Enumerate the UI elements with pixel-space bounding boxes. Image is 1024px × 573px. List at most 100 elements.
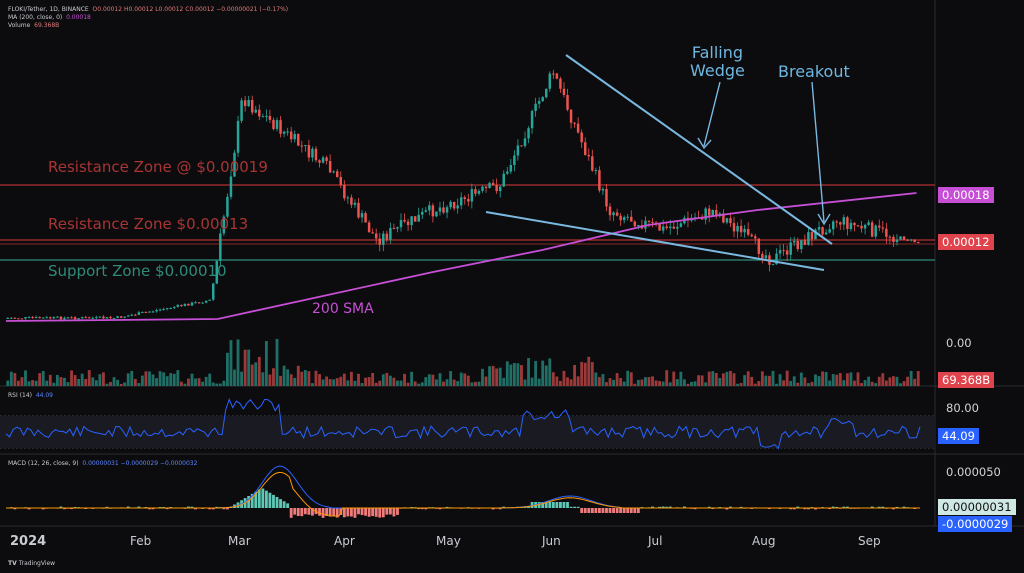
volume-bar (821, 371, 824, 386)
volume-bar (505, 361, 509, 386)
candle-body (608, 206, 612, 216)
macd-hist-bar (257, 489, 261, 508)
candle-body (463, 197, 467, 200)
candle-body (229, 176, 233, 197)
macd-hist-bar (845, 506, 849, 508)
candle-body (24, 317, 27, 319)
candle-body (45, 317, 48, 319)
macd-hist-bar (126, 506, 130, 508)
volume-bar (559, 380, 562, 386)
volume-bar (704, 382, 708, 386)
volume-bar (612, 379, 615, 386)
volume-bar (463, 373, 467, 386)
candle-body (488, 182, 491, 188)
macd-hist-bar (349, 508, 353, 517)
volume-bar (66, 382, 70, 386)
candle-body (658, 223, 661, 231)
macd-line (6, 465, 920, 509)
volume-bar (707, 371, 711, 386)
volume-bar (211, 382, 215, 386)
candle-body (250, 99, 254, 113)
candle-body (481, 186, 484, 191)
macd-hist-bar (881, 506, 885, 508)
macd-hist-bar (353, 508, 357, 518)
volume-bar (59, 377, 63, 386)
legend-volume-value: 69.368B (34, 22, 60, 29)
macd-hist-bar (555, 502, 559, 508)
rsi-top-label: 80.00 (946, 401, 979, 415)
ma-price-badge: 0.00018 (938, 187, 994, 203)
candle-body (860, 225, 863, 229)
volume-bar (183, 383, 187, 386)
resistance-zone-1-label: Resistance Zone @ $0.00019 (48, 158, 268, 176)
macd-hist-bar (739, 506, 743, 508)
volume-bar (814, 374, 817, 386)
candle-body (633, 221, 637, 227)
volume-bar (84, 378, 88, 386)
volume-bar (31, 380, 34, 386)
volume-bar (261, 372, 265, 386)
candle-body (594, 170, 598, 172)
volume-bar (619, 378, 623, 386)
volume-bar (24, 370, 27, 386)
candle-body (258, 109, 261, 117)
macd-hist-bar (527, 507, 530, 508)
legend-ma-value: 0.00018 (66, 14, 91, 21)
candle-body (569, 109, 573, 123)
volume-bar (597, 377, 601, 386)
candle-body (399, 220, 403, 228)
macd-hist-bar (187, 506, 190, 508)
breakout-label: Breakout (778, 62, 850, 81)
volume-bar (594, 372, 598, 386)
macd-hist-bar (668, 506, 672, 508)
candle-body (201, 302, 204, 304)
volume-bar (792, 376, 796, 386)
candle-body (222, 216, 226, 234)
macd-hist-bar (371, 508, 375, 517)
candle-body (598, 170, 601, 191)
candle-body (824, 232, 828, 235)
volume-bar (644, 377, 647, 386)
volume-bar (803, 377, 807, 386)
volume-bar (675, 379, 679, 386)
legend-macd-values: 0.00000031 −0.0000029 −0.0000032 (82, 460, 198, 467)
candle-body (396, 227, 399, 229)
candle-body (134, 314, 137, 316)
macd-hist-bar (63, 508, 66, 510)
macd-hist-bar (498, 508, 502, 510)
volume-bar (498, 367, 502, 386)
macd-hist-bar (576, 506, 580, 508)
volume-bar (20, 377, 24, 386)
macd-hist-bar (335, 508, 339, 518)
volume-bar (98, 374, 102, 386)
volume-bar (548, 358, 552, 386)
volume-bar (757, 381, 761, 386)
volume-bar (541, 360, 545, 386)
resistance-zone-2-label: Resistance Zone $0.00013 (48, 215, 249, 233)
candle-body (389, 228, 392, 240)
candle-body (364, 213, 367, 223)
tradingview-logo-icon: TV (8, 560, 19, 567)
candle-body (888, 236, 892, 238)
candle-body (725, 218, 729, 223)
candle-body (754, 236, 757, 239)
volume-bar (537, 378, 541, 386)
macd-hist-bar (342, 508, 346, 518)
macd-hist-bar (789, 508, 793, 510)
macd-hist-bar (137, 506, 141, 508)
candle-body (339, 176, 343, 185)
volume-bar (686, 383, 690, 386)
volume-bar (268, 374, 272, 386)
macd-hist-bar (190, 506, 194, 508)
legend-ma: MA (200, close, 0) 0.00018 (8, 14, 91, 21)
volume-bar (424, 377, 428, 386)
candle-body (91, 317, 95, 319)
x-tick-7: Aug (752, 534, 776, 548)
candle-body (474, 189, 477, 194)
macd-hist-bar (311, 508, 314, 516)
candle-body (722, 213, 725, 223)
macd-hist-bar (225, 508, 229, 510)
volume-bar (289, 374, 293, 386)
volume-bar (321, 379, 325, 386)
